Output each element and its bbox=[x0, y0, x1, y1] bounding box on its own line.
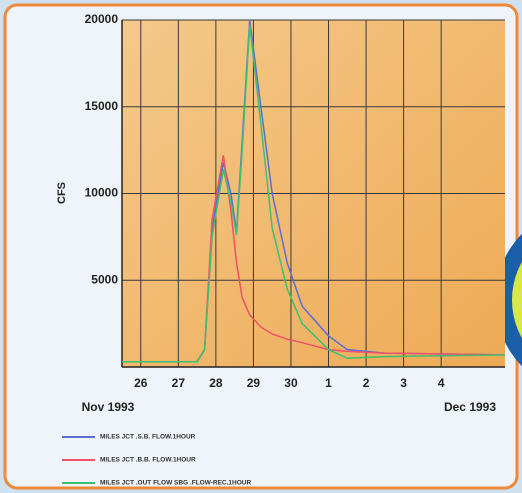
x-tick-label: 2 bbox=[363, 376, 370, 390]
x-tick-label: 4 bbox=[438, 376, 445, 390]
x-tick-label: 28 bbox=[209, 376, 223, 390]
x-tick-label: 26 bbox=[134, 376, 148, 390]
legend-label: MILES JCT .OUT FLOW SBG .FLOW-REC.1HOUR bbox=[100, 480, 251, 487]
x-group-label: Dec 1993 bbox=[444, 400, 496, 414]
y-tick-label: 15000 bbox=[85, 99, 119, 113]
x-tick-label: 27 bbox=[172, 376, 186, 390]
legend-label: MILES JCT .B.B. FLOW.1HOUR bbox=[100, 457, 196, 464]
legend-label: MILES JCT .S.B. FLOW.1HOUR bbox=[100, 434, 196, 441]
y-tick-label: 20000 bbox=[85, 12, 119, 26]
y-tick-label: 5000 bbox=[91, 272, 118, 286]
x-tick-label: 3 bbox=[400, 376, 407, 390]
y-tick-label: 10000 bbox=[85, 186, 119, 200]
x-tick-label: 1 bbox=[325, 376, 332, 390]
chart: CFS Nov 1993 Dec 1993 5000 10000 15000 2000… bbox=[0, 0, 522, 493]
y-axis-label: CFS bbox=[56, 182, 68, 204]
x-tick-label: 29 bbox=[247, 376, 261, 390]
x-group-label: Nov 1993 bbox=[82, 400, 135, 414]
x-tick-label: 30 bbox=[284, 376, 298, 390]
